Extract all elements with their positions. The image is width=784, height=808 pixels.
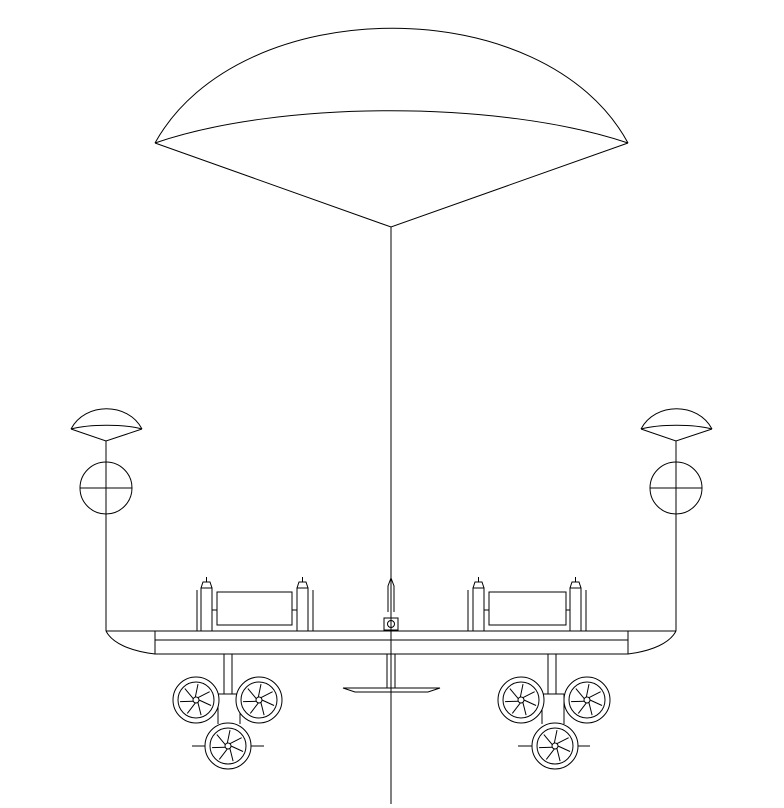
fan-icon	[173, 677, 219, 723]
main-canopy-skirt	[155, 111, 628, 143]
left-fan-cluster-icon	[173, 654, 282, 769]
main-canopy-shrouds	[155, 143, 628, 227]
right-fan-cluster-icon	[498, 654, 610, 769]
fan-icon	[564, 677, 610, 723]
fan-icon	[498, 677, 544, 723]
left-crosshair-icon	[80, 462, 132, 514]
right-crosshair-icon	[650, 462, 702, 514]
fan-icon	[532, 723, 578, 769]
right-roller-module-icon	[468, 577, 586, 631]
main-parachute-icon	[155, 28, 628, 227]
left-roller-module-icon	[197, 577, 313, 631]
fan-icon	[236, 677, 282, 723]
fan-icon	[205, 723, 251, 769]
right-drogue-parachute-icon	[641, 409, 712, 441]
main-canopy-dome	[155, 28, 628, 143]
left-drogue-parachute-icon	[71, 409, 142, 441]
